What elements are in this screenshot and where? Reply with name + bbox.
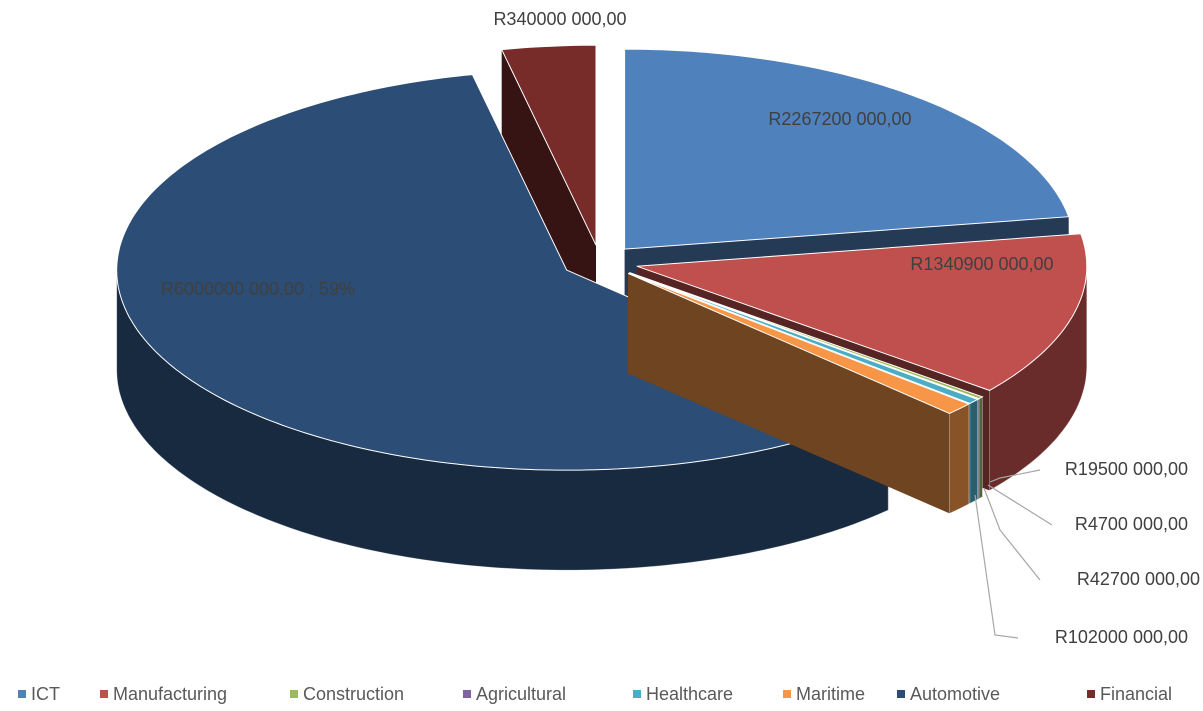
legend-text: Automotive bbox=[910, 684, 1000, 704]
slice-side bbox=[969, 398, 978, 505]
legend-marker bbox=[633, 690, 641, 698]
data-label: R4700 000,00 bbox=[1075, 514, 1188, 534]
data-label: R340000 000,00 bbox=[493, 9, 626, 29]
legend-marker bbox=[100, 690, 108, 698]
leader-line bbox=[974, 494, 1019, 639]
legend-marker bbox=[290, 690, 298, 698]
legend-text: Healthcare bbox=[646, 684, 733, 704]
data-label: R2267200 000,00 bbox=[768, 109, 911, 129]
slice-radial-side bbox=[501, 49, 596, 346]
legend-marker bbox=[897, 690, 905, 698]
legend-text: Manufacturing bbox=[113, 684, 227, 704]
legend-marker bbox=[463, 690, 471, 698]
legend-text: Financial bbox=[1100, 684, 1172, 704]
legend-text: Construction bbox=[303, 684, 404, 704]
legend-marker bbox=[1087, 690, 1095, 698]
data-label: R102000 000,00 bbox=[1055, 627, 1188, 647]
slice-radial-side bbox=[628, 273, 950, 514]
slice bbox=[628, 272, 979, 405]
leader-line bbox=[989, 469, 1041, 483]
slice bbox=[636, 233, 1088, 391]
slice-side bbox=[949, 403, 970, 515]
data-label: R1340900 000,00 bbox=[910, 254, 1053, 274]
slice bbox=[624, 48, 1070, 250]
leader-line bbox=[983, 487, 1041, 581]
slice-side bbox=[978, 396, 983, 500]
legend-marker bbox=[18, 690, 26, 698]
slice bbox=[627, 272, 971, 515]
slice-side bbox=[977, 398, 980, 500]
slice bbox=[500, 44, 597, 246]
data-label: R6000000 000,00 ; 59% bbox=[161, 279, 355, 299]
legend-text: Agricultural bbox=[476, 684, 566, 704]
data-label: R19500 000,00 bbox=[1065, 459, 1188, 479]
leader-line bbox=[987, 484, 1053, 526]
slice bbox=[627, 272, 971, 414]
slice bbox=[500, 44, 597, 346]
data-label: R42700 000,00 bbox=[1077, 569, 1200, 589]
legend-text: ICT bbox=[31, 684, 60, 704]
legend-marker bbox=[783, 690, 791, 698]
legend-text: Maritime bbox=[796, 684, 865, 704]
